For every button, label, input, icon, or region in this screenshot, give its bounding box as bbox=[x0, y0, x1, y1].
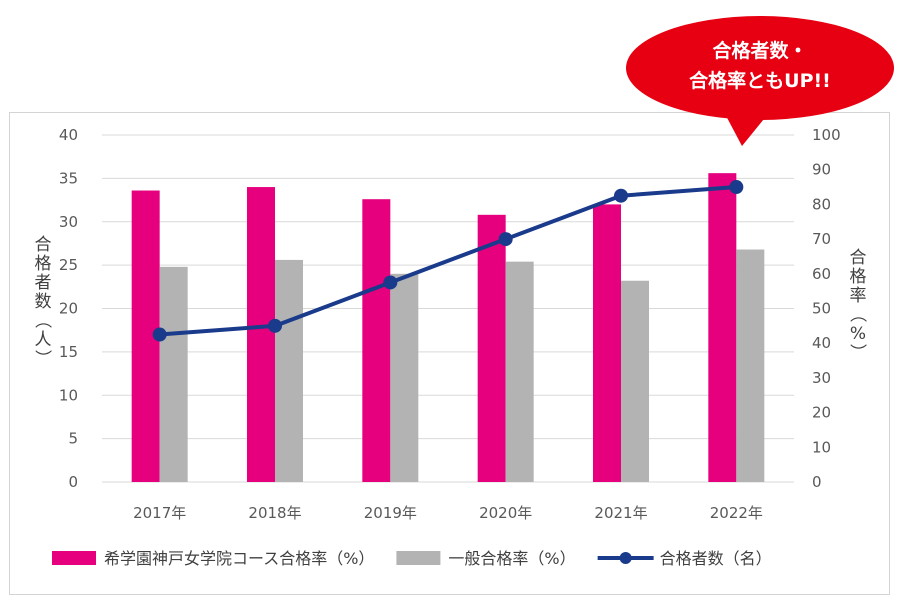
category-label: 2020年 bbox=[479, 504, 532, 522]
left-tick-label: 20 bbox=[59, 300, 78, 318]
right-axis-title: 合格率（%） bbox=[847, 248, 867, 361]
right-tick-label: 80 bbox=[812, 195, 831, 213]
bar bbox=[708, 173, 737, 483]
legend: 希学園神戸女学院コース合格率（%） 一般合格率（%） 合格者数（名） bbox=[52, 549, 772, 568]
axis-title-char: ） bbox=[847, 344, 867, 361]
legend-swatch bbox=[52, 551, 96, 565]
category-label: 2021年 bbox=[594, 504, 647, 522]
axis-title-char: （ bbox=[32, 312, 52, 329]
left-tick-label: 40 bbox=[59, 126, 78, 144]
category-label: 2017年 bbox=[133, 504, 186, 522]
callout-text-line: 合格者数・ bbox=[712, 39, 807, 62]
bar bbox=[275, 259, 303, 482]
callout-bubble: 合格者数・合格率ともUP!! bbox=[626, 16, 894, 146]
bar bbox=[362, 199, 391, 482]
category-label: 2018年 bbox=[248, 504, 301, 522]
right-tick-label: 90 bbox=[812, 161, 831, 179]
axis-title-char: 合 bbox=[850, 248, 867, 268]
axis-title-char: 人 bbox=[35, 330, 52, 350]
category-label: 2019年 bbox=[364, 504, 417, 522]
callout-tail bbox=[724, 112, 768, 146]
left-tick-label: 15 bbox=[59, 343, 78, 361]
right-tick-label: 70 bbox=[812, 230, 831, 248]
line-point bbox=[729, 180, 744, 195]
callout-shape bbox=[626, 16, 894, 120]
legend-label: 希学園神戸女学院コース合格率（%） bbox=[104, 549, 374, 568]
right-tick-label: 10 bbox=[812, 438, 831, 456]
legend-swatch-marker bbox=[619, 552, 632, 564]
bar bbox=[621, 280, 649, 482]
right-tick-label: 100 bbox=[812, 126, 841, 144]
line-point bbox=[383, 275, 398, 290]
bar bbox=[247, 187, 275, 483]
bar bbox=[593, 204, 621, 482]
axis-title-char: 格 bbox=[35, 254, 52, 274]
left-tick-label: 0 bbox=[68, 473, 78, 491]
axis-title-char: 合 bbox=[35, 235, 52, 255]
legend-label: 合格者数（名） bbox=[660, 549, 772, 568]
left-tick-label: 30 bbox=[59, 213, 78, 231]
line-path bbox=[159, 185, 737, 337]
line-point bbox=[498, 232, 513, 247]
left-tick-label: 35 bbox=[59, 169, 78, 187]
gridlines bbox=[102, 134, 794, 483]
axis-title-char: 数 bbox=[35, 292, 52, 312]
axis-title-char: 率 bbox=[850, 286, 867, 306]
right-tick-label: 40 bbox=[812, 334, 831, 352]
category-label: 2022年 bbox=[710, 504, 763, 522]
bar bbox=[390, 273, 419, 482]
left-axis-title: 合格者数（人） bbox=[32, 235, 52, 367]
axis-title-char: ） bbox=[32, 350, 52, 367]
bars bbox=[131, 173, 765, 483]
right-tick-label: 50 bbox=[812, 300, 831, 318]
axes: 0 5 10 15 20 25 30 35 40 0 10 20 30 40 50 60 70 80 90 100 20… bbox=[32, 126, 867, 522]
bar bbox=[505, 261, 534, 482]
legend-swatch bbox=[396, 551, 441, 565]
axis-title-char: % bbox=[850, 324, 866, 344]
bar bbox=[736, 249, 765, 482]
line-point bbox=[268, 318, 282, 333]
right-tick-label: 30 bbox=[812, 369, 831, 387]
bar bbox=[159, 266, 188, 482]
callout-text-line: 合格率ともUP!! bbox=[689, 69, 831, 92]
right-tick-label: 20 bbox=[812, 404, 831, 422]
line-series bbox=[152, 180, 744, 342]
right-tick-label: 60 bbox=[812, 265, 831, 283]
bar bbox=[477, 214, 506, 482]
legend-label: 一般合格率（%） bbox=[448, 549, 575, 568]
left-tick-label: 25 bbox=[59, 256, 78, 274]
axis-title-char: （ bbox=[847, 306, 867, 323]
right-tick-label: 0 bbox=[812, 473, 822, 491]
line-point bbox=[614, 188, 628, 203]
axis-title-char: 格 bbox=[850, 267, 867, 287]
left-tick-label: 10 bbox=[59, 386, 78, 404]
line-point bbox=[152, 327, 167, 342]
left-tick-label: 5 bbox=[68, 430, 78, 448]
axis-title-char: 者 bbox=[35, 273, 52, 293]
